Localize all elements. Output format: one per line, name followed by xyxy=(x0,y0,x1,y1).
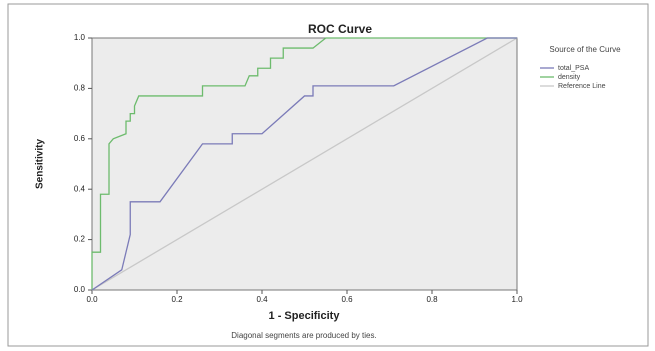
x-tick-label: 0.8 xyxy=(426,295,438,304)
x-tick-label: 0.6 xyxy=(341,295,353,304)
y-tick-label: 0.4 xyxy=(74,184,86,193)
roc-line xyxy=(91,37,518,291)
x-tick-label: 0.2 xyxy=(171,295,183,304)
y-tick-label: 0.2 xyxy=(74,235,86,244)
legend-title: Source of the Curve xyxy=(549,45,621,54)
legend-label: total_PSA xyxy=(558,65,589,72)
chart-title: ROC Curve xyxy=(308,22,372,36)
y-tick-label: 1.0 xyxy=(74,33,86,42)
x-tick-label: 0.0 xyxy=(86,295,98,304)
y-tick-label: 0.8 xyxy=(74,84,86,93)
footnote: Diagonal segments are produced by ties. xyxy=(231,331,376,340)
x-axis-label: 1 - Specificity xyxy=(269,310,341,322)
legend-label: density xyxy=(558,74,581,81)
roc-line xyxy=(91,37,517,290)
roc-line xyxy=(91,37,517,291)
y-tick-label: 0.6 xyxy=(74,134,86,143)
x-tick-label: 1.0 xyxy=(511,295,523,304)
x-tick-label: 0.4 xyxy=(256,295,268,304)
legend-label: Reference Line xyxy=(558,83,606,90)
y-tick-label: 0.0 xyxy=(74,285,86,294)
y-axis-label: Sensitivity xyxy=(35,139,46,189)
